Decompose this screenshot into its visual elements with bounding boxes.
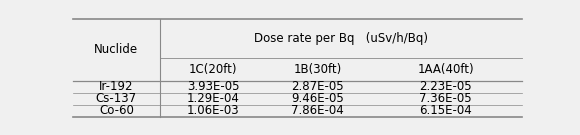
Text: 2.23E-05: 2.23E-05 bbox=[419, 80, 472, 93]
Text: 1.29E-04: 1.29E-04 bbox=[187, 92, 240, 105]
Text: 2.87E-05: 2.87E-05 bbox=[291, 80, 344, 93]
Text: 1B(30ft): 1B(30ft) bbox=[293, 63, 342, 76]
Text: 6.15E-04: 6.15E-04 bbox=[419, 104, 472, 117]
Text: 1AA(40ft): 1AA(40ft) bbox=[417, 63, 474, 76]
Text: 1.06E-03: 1.06E-03 bbox=[187, 104, 240, 117]
Text: Cs-137: Cs-137 bbox=[96, 92, 137, 105]
Text: 7.86E-04: 7.86E-04 bbox=[291, 104, 344, 117]
Text: 1C(20ft): 1C(20ft) bbox=[188, 63, 237, 76]
Text: 7.36E-05: 7.36E-05 bbox=[419, 92, 472, 105]
Text: Co-60: Co-60 bbox=[99, 104, 134, 117]
Text: Dose rate per Bq   (uSv/h/Bq): Dose rate per Bq (uSv/h/Bq) bbox=[254, 32, 428, 45]
Text: 3.93E-05: 3.93E-05 bbox=[187, 80, 239, 93]
Text: Ir-192: Ir-192 bbox=[99, 80, 133, 93]
Text: 9.46E-05: 9.46E-05 bbox=[291, 92, 344, 105]
Text: Nuclide: Nuclide bbox=[95, 43, 139, 56]
